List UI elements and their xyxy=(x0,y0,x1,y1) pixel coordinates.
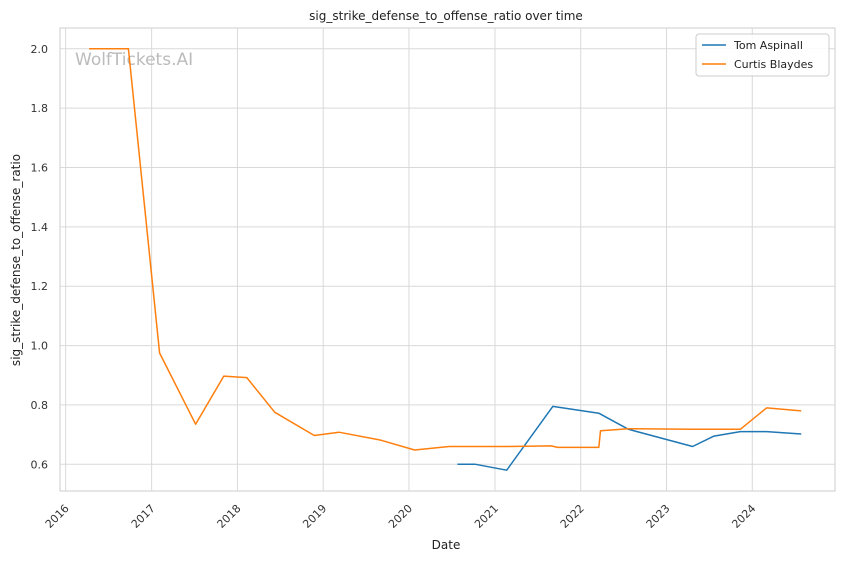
y-tick-label: 1.6 xyxy=(31,161,49,174)
legend-label: Curtis Blaydes xyxy=(734,58,813,71)
legend-label: Tom Aspinall xyxy=(733,39,803,52)
x-tick-label: 2020 xyxy=(386,502,415,531)
x-tick-label: 2023 xyxy=(644,502,673,531)
y-tick-label: 0.8 xyxy=(31,399,49,412)
watermark: WolfTickets.AI xyxy=(75,50,193,70)
y-axis-title: sig_strike_defense_to_offense_ratio xyxy=(9,154,23,366)
series-lines xyxy=(89,48,802,471)
x-tick-label: 2019 xyxy=(300,502,329,531)
y-tick-label: 1.0 xyxy=(31,340,49,353)
y-tick-label: 1.4 xyxy=(31,221,49,234)
y-tick-label: 2.0 xyxy=(31,43,49,56)
legend: Tom Aspinall Curtis Blaydes xyxy=(695,33,830,77)
gridlines xyxy=(60,28,835,491)
x-tick-label: 2017 xyxy=(129,502,158,531)
plot-area xyxy=(59,27,836,492)
x-tick-label: 2016 xyxy=(43,502,72,531)
series-line-curtis-blaydes xyxy=(89,48,802,451)
y-tick-label: 1.8 xyxy=(31,102,49,115)
x-tick-label: 2018 xyxy=(215,502,244,531)
x-axis-title: Date xyxy=(432,538,461,552)
y-tick-label: 0.6 xyxy=(31,458,49,471)
x-tick-label: 2021 xyxy=(472,502,501,531)
chart-title: sig_strike_defense_to_offense_ratio over… xyxy=(309,9,583,23)
y-tick-label: 1.2 xyxy=(31,280,49,293)
x-tick-label: 2022 xyxy=(558,502,587,531)
legend-box xyxy=(695,33,830,77)
x-tick-label: 2024 xyxy=(729,502,758,531)
